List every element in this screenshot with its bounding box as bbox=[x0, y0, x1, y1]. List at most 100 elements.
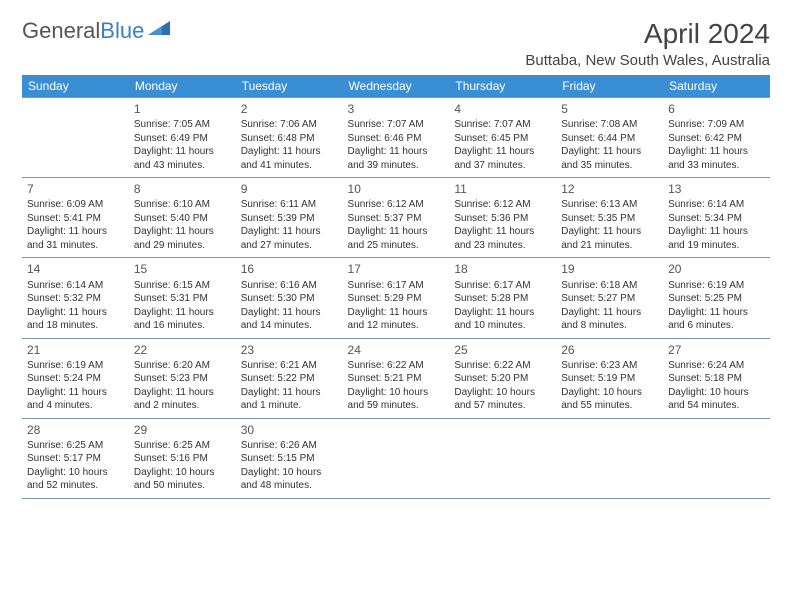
daylight-text: Daylight: 10 hours bbox=[241, 466, 338, 480]
sunset-text: Sunset: 5:23 PM bbox=[134, 372, 231, 386]
empty-cell bbox=[663, 418, 770, 498]
daylight-text: and 2 minutes. bbox=[134, 399, 231, 413]
sunset-text: Sunset: 6:45 PM bbox=[454, 132, 551, 146]
day-header-tuesday: Tuesday bbox=[236, 75, 343, 98]
day-header-monday: Monday bbox=[129, 75, 236, 98]
daylight-text: and 59 minutes. bbox=[348, 399, 445, 413]
daylight-text: Daylight: 11 hours bbox=[241, 386, 338, 400]
sunrise-text: Sunrise: 7:07 AM bbox=[348, 118, 445, 132]
empty-cell bbox=[449, 418, 556, 498]
sunrise-text: Sunrise: 6:09 AM bbox=[27, 198, 124, 212]
daylight-text: and 43 minutes. bbox=[134, 159, 231, 173]
daylight-text: and 33 minutes. bbox=[668, 159, 765, 173]
sunrise-text: Sunrise: 6:22 AM bbox=[348, 359, 445, 373]
day-number: 29 bbox=[134, 422, 231, 438]
sunset-text: Sunset: 5:16 PM bbox=[134, 452, 231, 466]
day-number: 8 bbox=[134, 181, 231, 197]
daylight-text: and 54 minutes. bbox=[668, 399, 765, 413]
sunrise-text: Sunrise: 6:24 AM bbox=[668, 359, 765, 373]
day-cell-21: 21Sunrise: 6:19 AMSunset: 5:24 PMDayligh… bbox=[22, 338, 129, 418]
daylight-text: and 21 minutes. bbox=[561, 239, 658, 253]
sunset-text: Sunset: 5:28 PM bbox=[454, 292, 551, 306]
sunrise-text: Sunrise: 6:14 AM bbox=[668, 198, 765, 212]
sunset-text: Sunset: 5:41 PM bbox=[27, 212, 124, 226]
sunrise-text: Sunrise: 6:11 AM bbox=[241, 198, 338, 212]
daylight-text: Daylight: 11 hours bbox=[668, 225, 765, 239]
day-number: 26 bbox=[561, 342, 658, 358]
day-header-sunday: Sunday bbox=[22, 75, 129, 98]
sunset-text: Sunset: 5:31 PM bbox=[134, 292, 231, 306]
daylight-text: and 12 minutes. bbox=[348, 319, 445, 333]
daylight-text: Daylight: 11 hours bbox=[27, 306, 124, 320]
day-number: 13 bbox=[668, 181, 765, 197]
day-cell-14: 14Sunrise: 6:14 AMSunset: 5:32 PMDayligh… bbox=[22, 258, 129, 338]
daylight-text: Daylight: 11 hours bbox=[134, 225, 231, 239]
sunset-text: Sunset: 6:46 PM bbox=[348, 132, 445, 146]
day-number: 25 bbox=[454, 342, 551, 358]
day-number: 6 bbox=[668, 101, 765, 117]
day-cell-25: 25Sunrise: 6:22 AMSunset: 5:20 PMDayligh… bbox=[449, 338, 556, 418]
sunset-text: Sunset: 5:30 PM bbox=[241, 292, 338, 306]
empty-cell bbox=[343, 418, 450, 498]
daylight-text: and 16 minutes. bbox=[134, 319, 231, 333]
daylight-text: Daylight: 11 hours bbox=[134, 145, 231, 159]
day-number: 11 bbox=[454, 181, 551, 197]
sunset-text: Sunset: 6:49 PM bbox=[134, 132, 231, 146]
location: Buttaba, New South Wales, Australia bbox=[525, 52, 770, 69]
daylight-text: and 4 minutes. bbox=[27, 399, 124, 413]
sunrise-text: Sunrise: 6:22 AM bbox=[454, 359, 551, 373]
day-header-friday: Friday bbox=[556, 75, 663, 98]
day-number: 15 bbox=[134, 261, 231, 277]
day-number: 2 bbox=[241, 101, 338, 117]
sunrise-text: Sunrise: 6:12 AM bbox=[454, 198, 551, 212]
sunrise-text: Sunrise: 6:18 AM bbox=[561, 279, 658, 293]
month-title: April 2024 bbox=[525, 18, 770, 50]
sunset-text: Sunset: 6:44 PM bbox=[561, 132, 658, 146]
day-cell-2: 2Sunrise: 7:06 AMSunset: 6:48 PMDaylight… bbox=[236, 98, 343, 178]
day-number: 28 bbox=[27, 422, 124, 438]
daylight-text: Daylight: 10 hours bbox=[668, 386, 765, 400]
sunrise-text: Sunrise: 6:15 AM bbox=[134, 279, 231, 293]
daylight-text: and 52 minutes. bbox=[27, 479, 124, 493]
sunrise-text: Sunrise: 6:25 AM bbox=[134, 439, 231, 453]
day-number: 23 bbox=[241, 342, 338, 358]
daylight-text: and 8 minutes. bbox=[561, 319, 658, 333]
day-number: 17 bbox=[348, 261, 445, 277]
sunrise-text: Sunrise: 6:12 AM bbox=[348, 198, 445, 212]
sunset-text: Sunset: 5:32 PM bbox=[27, 292, 124, 306]
day-number: 1 bbox=[134, 101, 231, 117]
daylight-text: and 10 minutes. bbox=[454, 319, 551, 333]
sunset-text: Sunset: 6:48 PM bbox=[241, 132, 338, 146]
day-cell-29: 29Sunrise: 6:25 AMSunset: 5:16 PMDayligh… bbox=[129, 418, 236, 498]
daylight-text: Daylight: 11 hours bbox=[241, 225, 338, 239]
sunset-text: Sunset: 5:21 PM bbox=[348, 372, 445, 386]
day-cell-15: 15Sunrise: 6:15 AMSunset: 5:31 PMDayligh… bbox=[129, 258, 236, 338]
daylight-text: Daylight: 11 hours bbox=[348, 145, 445, 159]
empty-cell bbox=[22, 98, 129, 178]
sunset-text: Sunset: 5:20 PM bbox=[454, 372, 551, 386]
sunrise-text: Sunrise: 6:17 AM bbox=[348, 279, 445, 293]
day-cell-1: 1Sunrise: 7:05 AMSunset: 6:49 PMDaylight… bbox=[129, 98, 236, 178]
day-cell-30: 30Sunrise: 6:26 AMSunset: 5:15 PMDayligh… bbox=[236, 418, 343, 498]
day-number: 7 bbox=[27, 181, 124, 197]
daylight-text: Daylight: 11 hours bbox=[561, 225, 658, 239]
sunset-text: Sunset: 5:22 PM bbox=[241, 372, 338, 386]
day-cell-24: 24Sunrise: 6:22 AMSunset: 5:21 PMDayligh… bbox=[343, 338, 450, 418]
sunset-text: Sunset: 5:19 PM bbox=[561, 372, 658, 386]
logo-text: GeneralBlue bbox=[22, 18, 144, 44]
sunrise-text: Sunrise: 6:26 AM bbox=[241, 439, 338, 453]
day-number: 30 bbox=[241, 422, 338, 438]
day-cell-12: 12Sunrise: 6:13 AMSunset: 5:35 PMDayligh… bbox=[556, 178, 663, 258]
daylight-text: Daylight: 10 hours bbox=[27, 466, 124, 480]
day-cell-22: 22Sunrise: 6:20 AMSunset: 5:23 PMDayligh… bbox=[129, 338, 236, 418]
daylight-text: and 57 minutes. bbox=[454, 399, 551, 413]
day-cell-8: 8Sunrise: 6:10 AMSunset: 5:40 PMDaylight… bbox=[129, 178, 236, 258]
logo: GeneralBlue bbox=[22, 18, 170, 44]
week-row: 7Sunrise: 6:09 AMSunset: 5:41 PM Daylight… bbox=[22, 178, 770, 258]
day-number: 5 bbox=[561, 101, 658, 117]
daylight-text: and 19 minutes. bbox=[668, 239, 765, 253]
daylight-text: Daylight: 11 hours bbox=[561, 306, 658, 320]
day-number: 14 bbox=[27, 261, 124, 277]
sunrise-text: Sunrise: 6:10 AM bbox=[134, 198, 231, 212]
day-number: 21 bbox=[27, 342, 124, 358]
